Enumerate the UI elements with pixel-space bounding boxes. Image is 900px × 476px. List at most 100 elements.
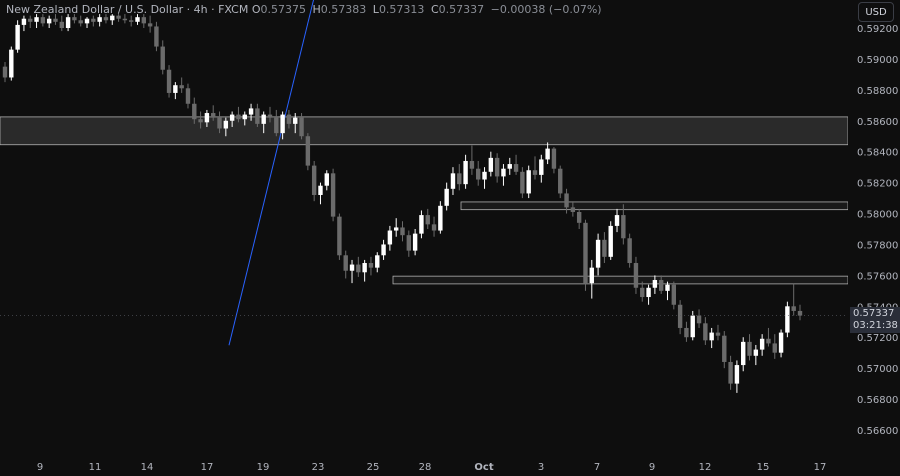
candle-body	[53, 18, 58, 22]
candle-body	[640, 287, 645, 298]
candle-body	[488, 157, 494, 172]
price-axis-label: 0.59200	[857, 24, 898, 35]
candle-body	[595, 239, 601, 268]
candle-body	[444, 188, 449, 206]
bar-countdown: 03:21:38	[853, 319, 898, 331]
candle-body	[696, 315, 702, 324]
candle-body	[425, 215, 430, 225]
price-axis-label: 0.58400	[857, 148, 898, 159]
candle-body	[166, 69, 172, 93]
candle-body	[84, 18, 90, 24]
last-price-tag: 0.57337 03:21:38	[850, 306, 900, 333]
candle-body	[34, 17, 39, 22]
candle-body	[21, 18, 27, 25]
candle-body	[690, 315, 695, 338]
time-axis-label: 9	[37, 462, 43, 473]
time-axis-label: 14	[141, 462, 154, 473]
price-axis-label: 0.57800	[857, 240, 898, 251]
candle-body	[520, 171, 525, 194]
low-label: L	[372, 3, 379, 16]
candle-body	[40, 17, 46, 24]
high-label: H	[312, 3, 321, 16]
candle-body	[381, 244, 386, 256]
candle-body	[507, 164, 512, 169]
currency-button[interactable]: USD	[858, 2, 894, 22]
price-axis-label: 0.58200	[857, 179, 898, 190]
candle-body	[722, 335, 727, 362]
candle-body	[400, 227, 405, 236]
candle-body	[759, 338, 765, 350]
candle-body	[494, 157, 500, 177]
candle-body	[633, 263, 639, 288]
candle-body	[558, 168, 563, 194]
candle-body	[589, 267, 594, 284]
candle-body	[747, 341, 752, 356]
candle-body	[463, 160, 468, 185]
candle-body	[368, 263, 374, 268]
candle-body	[286, 114, 292, 124]
candle-body	[513, 164, 519, 172]
candle-body	[78, 20, 83, 24]
change-value: −0.00038 (−0.07%)	[490, 3, 602, 16]
candle-body	[204, 113, 210, 123]
candle-body	[419, 215, 424, 234]
candle-body	[539, 159, 544, 175]
candle-body	[2, 66, 8, 78]
candle-body	[753, 349, 759, 356]
candle-body	[703, 323, 708, 341]
candle-body	[65, 17, 71, 28]
price-axis-label: 0.57000	[857, 364, 898, 375]
candle-body	[501, 168, 506, 177]
price-axis-label: 0.58000	[857, 210, 898, 221]
candle-body	[741, 341, 746, 366]
candle-body	[583, 222, 588, 284]
candle-body	[576, 211, 582, 223]
candle-body	[614, 215, 620, 226]
candle-body	[293, 117, 298, 124]
time-axis-label: 7	[594, 462, 600, 473]
time-axis-label: 17	[814, 462, 827, 473]
candle-body	[677, 304, 683, 328]
candle-body	[450, 173, 456, 189]
time-axis-label: 9	[649, 462, 655, 473]
candle-body	[116, 15, 121, 19]
candle-body	[192, 103, 197, 120]
candle-body	[545, 148, 550, 160]
candle-body	[9, 49, 14, 78]
candle-body	[223, 120, 229, 129]
support-resistance-zone	[392, 275, 849, 285]
candle-body	[431, 224, 437, 231]
candle-body	[46, 18, 52, 24]
trendline	[228, 0, 315, 346]
candle-body	[91, 18, 96, 22]
candle-body	[551, 148, 557, 169]
candle-body	[734, 365, 740, 384]
candle-body	[15, 24, 20, 50]
candle-body	[728, 361, 733, 384]
candle-body	[311, 165, 317, 195]
candle-body	[570, 207, 576, 212]
candle-body	[412, 233, 418, 251]
candle-body	[211, 113, 216, 118]
low-value: 0.57313	[378, 3, 425, 16]
open-value: 0.57375	[260, 3, 307, 16]
candle-body	[154, 26, 159, 47]
candle-body	[469, 160, 475, 169]
candle-body	[387, 230, 393, 245]
candle-body	[280, 114, 285, 134]
candle-body	[261, 114, 266, 124]
candle-body	[438, 205, 443, 231]
time-axis-label: 28	[419, 462, 432, 473]
candle-body	[785, 306, 790, 333]
candle-body	[147, 23, 153, 27]
candle-body	[217, 117, 222, 129]
last-price-value: 0.57337	[853, 307, 895, 319]
candle-body	[608, 225, 613, 257]
candle-body	[28, 18, 33, 22]
close-value: 0.57337	[438, 3, 485, 16]
candle-body	[242, 114, 247, 120]
candle-body	[406, 235, 412, 251]
candle-body	[349, 264, 355, 271]
